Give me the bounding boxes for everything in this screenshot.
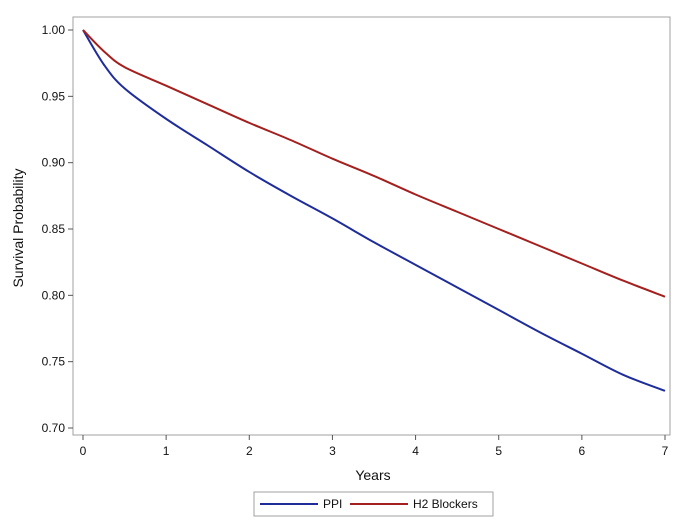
x-tick-label: 2 xyxy=(246,444,253,458)
series-line-ppi xyxy=(82,29,666,392)
x-tick-label: 6 xyxy=(579,444,586,458)
series-layer xyxy=(82,29,666,392)
y-tick-label: 0.90 xyxy=(42,156,66,170)
x-tick-label: 5 xyxy=(495,444,502,458)
x-axis: 0 1 2 3 4 5 6 7 xyxy=(80,435,669,458)
y-axis-label: Survival Probability xyxy=(10,168,26,287)
series-line-h2-blockers xyxy=(82,29,666,298)
y-axis: 0.70 0.75 0.80 0.85 0.90 0.95 1.00 xyxy=(42,23,73,435)
x-axis-label: Years xyxy=(355,467,390,483)
y-tick-label: 0.95 xyxy=(42,89,66,103)
legend-label-h2-blockers: H2 Blockers xyxy=(413,497,478,511)
y-tick-label: 0.70 xyxy=(42,421,66,435)
legend-label-ppi: PPI xyxy=(323,497,342,511)
y-tick-label: 0.75 xyxy=(42,355,66,369)
x-tick-label: 0 xyxy=(80,444,87,458)
y-tick-label: 0.80 xyxy=(42,288,66,302)
plot-frame xyxy=(72,16,671,436)
x-tick-label: 4 xyxy=(412,444,419,458)
x-tick-label: 7 xyxy=(662,444,669,458)
y-tick-label: 1.00 xyxy=(42,23,66,37)
y-tick-label: 0.85 xyxy=(42,222,66,236)
x-tick-label: 3 xyxy=(329,444,336,458)
x-tick-label: 1 xyxy=(163,444,170,458)
legend: PPI H2 Blockers xyxy=(253,491,494,517)
